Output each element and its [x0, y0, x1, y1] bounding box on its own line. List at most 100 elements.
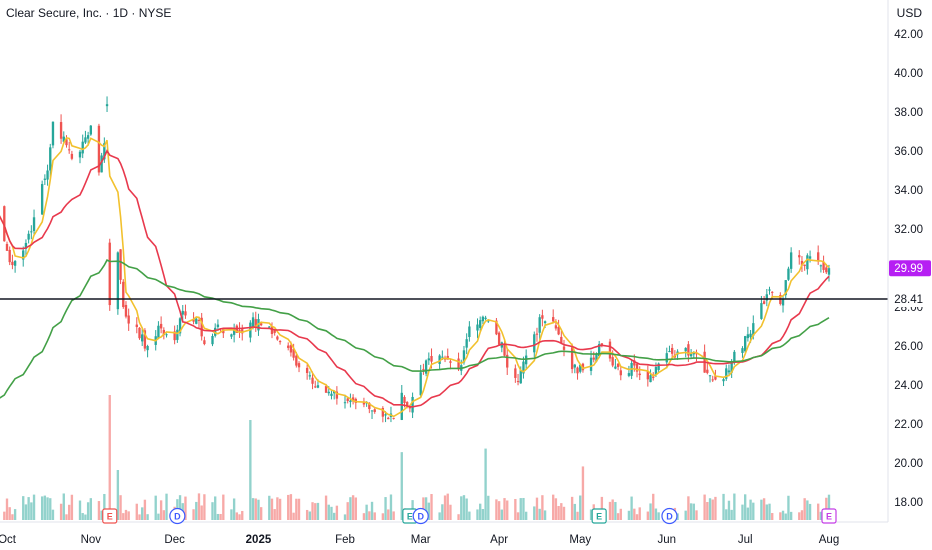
x-tick-label: Mar — [411, 534, 431, 546]
candle-body — [97, 125, 101, 173]
volume-bar — [806, 500, 809, 520]
candle-body — [746, 334, 750, 339]
volume-bar — [368, 511, 371, 520]
volume-bar — [124, 509, 128, 520]
volume-bar — [373, 512, 376, 520]
volume-bar — [749, 499, 752, 520]
candle-body — [579, 364, 582, 372]
candle-body — [476, 324, 479, 331]
time-axis[interactable]: Oct Nov Dec 2025 Feb Mar Apr May Jun Jul Aug — [0, 534, 839, 546]
candle-body — [781, 299, 785, 306]
volume-bar — [695, 510, 698, 520]
dividend-marker[interactable]: D — [661, 507, 678, 525]
volume-bar — [781, 510, 785, 520]
volume-bar — [119, 495, 122, 520]
dividend-marker[interactable]: D — [412, 507, 429, 525]
volume-bar — [803, 498, 806, 520]
candle-body — [714, 375, 717, 380]
candle-body — [635, 363, 639, 372]
event-marker-text: D — [666, 511, 673, 521]
volume-bar — [108, 395, 111, 520]
volume-bar — [616, 513, 620, 520]
candle-body — [24, 242, 28, 249]
volume-bar — [330, 506, 333, 520]
candle-body — [484, 317, 487, 319]
candle-body — [597, 344, 601, 357]
volume-bar — [384, 497, 387, 520]
price-axis[interactable]: 18.0020.0022.0024.0026.0028.0030.0032.00… — [0, 0, 923, 523]
volume-bar — [81, 513, 84, 520]
volume-bar — [752, 502, 755, 520]
currency-label: USD — [896, 6, 922, 20]
candle-body — [276, 336, 279, 340]
candle-body — [308, 375, 312, 377]
volume-bar — [487, 495, 490, 520]
volume-bar — [159, 500, 163, 520]
candle-body — [562, 346, 566, 350]
moving-average-line — [0, 259, 830, 399]
candle-body — [387, 417, 390, 420]
volume-bar — [798, 512, 801, 520]
candle-body — [695, 353, 698, 355]
candle-body — [254, 319, 257, 328]
candle-body — [822, 262, 825, 270]
x-tick-label: Nov — [81, 534, 102, 546]
volume-bar — [238, 514, 241, 520]
candle-body — [800, 260, 804, 266]
volume-bar — [446, 493, 449, 520]
volume-bar — [703, 494, 706, 520]
candle-body — [560, 336, 563, 344]
volume-bar — [676, 513, 679, 520]
volume-bar — [292, 512, 295, 520]
volume-bar — [381, 513, 385, 520]
volume-bar — [808, 503, 812, 520]
volume-bar — [195, 501, 198, 520]
candle-body — [557, 327, 560, 335]
candle-body — [384, 414, 387, 416]
volume-bar — [127, 511, 130, 520]
candle-body — [40, 184, 44, 215]
volume-bar — [324, 495, 328, 520]
candle-body — [722, 379, 725, 382]
dividend-marker[interactable]: D — [169, 507, 186, 525]
x-tick-label: Feb — [335, 534, 355, 546]
candle-body — [65, 139, 68, 146]
volume-bar — [514, 498, 517, 520]
earnings-marker[interactable]: E — [102, 508, 118, 524]
volume-bar — [270, 498, 274, 520]
candle-body — [808, 256, 812, 259]
candle-body — [295, 355, 298, 366]
volume-bar — [449, 504, 452, 520]
candle-body — [351, 397, 355, 402]
candle-body — [51, 121, 55, 146]
candle-body — [135, 324, 138, 328]
volume-bar — [222, 494, 225, 520]
volume-bar — [817, 503, 820, 520]
candle-body — [335, 391, 339, 399]
volume-bar — [254, 498, 257, 520]
volume-bar — [706, 502, 709, 520]
volume-bar — [354, 497, 357, 520]
candle-body — [519, 370, 522, 384]
volume-bar — [308, 511, 312, 520]
candle-body — [522, 361, 525, 374]
volume-bar — [714, 496, 717, 520]
candle-body — [516, 381, 520, 383]
volume-bar — [479, 503, 482, 520]
candle-body — [197, 320, 201, 322]
x-tick-label: May — [569, 534, 591, 546]
earnings-marker[interactable]: E — [591, 508, 607, 524]
candle-body — [251, 317, 255, 327]
candle-body — [230, 334, 233, 337]
volume-bar — [627, 510, 631, 520]
candle-body — [668, 351, 671, 353]
volume-bar — [327, 504, 330, 520]
volume-bar — [178, 495, 182, 520]
volume-bar — [581, 466, 585, 520]
volume-bar — [316, 502, 320, 520]
earnings-marker[interactable]: E — [821, 508, 837, 524]
candle-body — [314, 386, 317, 388]
candle-body — [241, 329, 244, 334]
